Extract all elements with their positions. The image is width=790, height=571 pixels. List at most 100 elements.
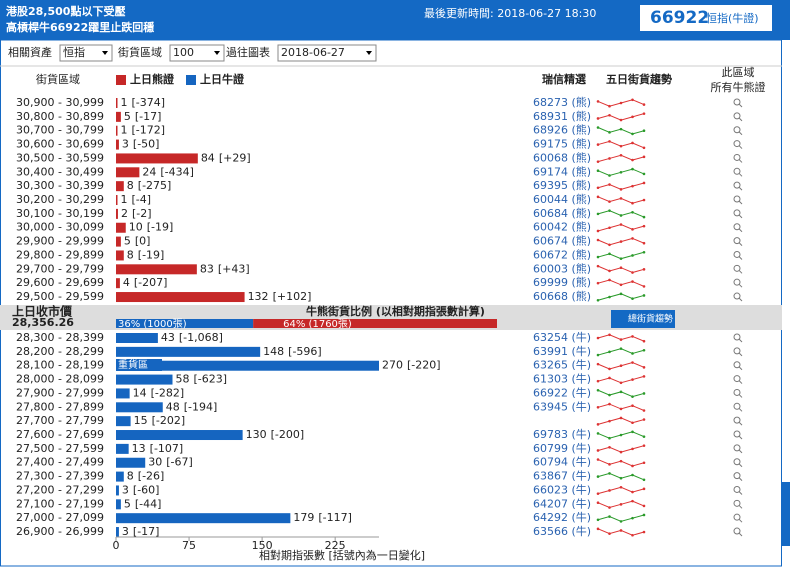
select[interactable] [169, 44, 225, 62]
trend-dot [642, 366, 646, 369]
search-icon [738, 256, 743, 260]
value: 1 [121, 193, 128, 206]
search-icon[interactable] [733, 112, 741, 120]
trend-dot [631, 210, 634, 214]
trend-dot [608, 278, 611, 282]
search-icon[interactable] [733, 292, 741, 300]
trend-dot [631, 378, 634, 381]
trend-dot [642, 339, 646, 343]
search-icon[interactable] [733, 195, 741, 203]
search-icon[interactable] [733, 347, 741, 355]
value: 13 [132, 442, 146, 455]
trend-dot [631, 254, 634, 257]
range: 30,600 - 30,699 [16, 138, 104, 151]
value-label: 84 [+29] [201, 151, 251, 164]
search-icon[interactable] [733, 153, 741, 161]
value: 3 [122, 525, 129, 538]
search-icon[interactable] [733, 181, 741, 189]
trend-dot [631, 335, 634, 338]
search-icon[interactable] [733, 485, 741, 493]
trend-dot [608, 506, 611, 509]
search-icon[interactable] [733, 375, 741, 383]
value-label: 2 [-2] [121, 207, 152, 220]
search-icon[interactable] [733, 430, 741, 438]
search-icon [738, 449, 743, 454]
search-icon[interactable] [733, 499, 741, 507]
search-icon[interactable] [733, 402, 741, 410]
search-icon[interactable] [733, 458, 741, 466]
range: 27,600 - 27,699 [16, 428, 104, 441]
trend-dot [631, 184, 634, 188]
range: 30,200 - 30,299 [16, 193, 104, 206]
change: [-17] [133, 525, 160, 538]
ratio-label: 64% (1760張) [283, 318, 352, 330]
search-icon [738, 131, 743, 136]
search-icon[interactable] [733, 444, 741, 452]
value-label: 13 [-107] [132, 442, 184, 455]
bar [116, 402, 163, 413]
bar [116, 527, 119, 538]
select[interactable] [59, 44, 113, 62]
search-icon[interactable] [733, 333, 741, 341]
side-tab[interactable] [781, 482, 790, 546]
trend-dot [596, 379, 600, 383]
search-icon [738, 172, 743, 177]
search-icon[interactable] [733, 278, 741, 286]
range: 27,000 - 27,099 [16, 511, 104, 524]
search-icon[interactable] [733, 264, 741, 272]
search-icon[interactable] [733, 209, 741, 217]
range: 29,800 - 29,899 [16, 248, 104, 261]
trend-dot [642, 172, 646, 176]
search-icon[interactable] [733, 416, 741, 424]
search-icon[interactable] [733, 140, 741, 148]
trend-dot [596, 186, 600, 190]
trend-dot [608, 376, 611, 380]
ratio-bull [116, 319, 254, 328]
select[interactable] [277, 44, 377, 62]
search-icon[interactable] [733, 167, 741, 175]
control-label: 街貨區域 [118, 45, 162, 59]
search-icon [738, 200, 743, 205]
value-label: 14 [-282] [133, 386, 185, 399]
select-value: 100 [173, 46, 194, 59]
change: [-194] [184, 400, 218, 413]
code: 60672 (熊) [533, 247, 591, 261]
trend-dot [608, 104, 611, 108]
search-icon[interactable] [733, 527, 741, 535]
search-icon[interactable] [733, 98, 741, 106]
change: [-202] [152, 414, 186, 427]
trend-dot [619, 153, 623, 157]
button[interactable] [611, 310, 675, 328]
range: 30,900 - 30,999 [16, 96, 104, 109]
search-icon[interactable] [733, 237, 741, 245]
value-label: 5 [-44] [124, 497, 162, 510]
trend-dot [619, 485, 623, 489]
search-icon[interactable] [733, 250, 741, 258]
search-icon[interactable] [733, 472, 741, 480]
code: 69999 (熊) [533, 275, 591, 289]
trend-dot [642, 513, 646, 517]
trend-dot [608, 226, 611, 230]
search-icon[interactable] [733, 126, 741, 134]
change: [-220] [407, 359, 441, 372]
value: 130 [246, 428, 267, 441]
search-icon[interactable] [733, 361, 741, 369]
trend-dot [631, 430, 634, 434]
trend-dot [619, 118, 623, 122]
search-icon[interactable] [733, 513, 741, 521]
bar [116, 360, 379, 371]
trend-dot [596, 458, 600, 461]
tick-label: 0 [113, 539, 120, 552]
value: 8 [127, 248, 134, 261]
bar [116, 195, 118, 206]
value: 3 [122, 138, 129, 151]
trend-dot [642, 504, 646, 508]
search-icon [738, 491, 743, 495]
search-icon[interactable] [733, 388, 741, 396]
code-box[interactable] [640, 5, 772, 31]
trend-dot [596, 100, 600, 103]
trend-dot [619, 503, 623, 506]
trend-dot [642, 103, 646, 106]
search-icon [738, 532, 743, 537]
search-icon[interactable] [733, 223, 741, 231]
